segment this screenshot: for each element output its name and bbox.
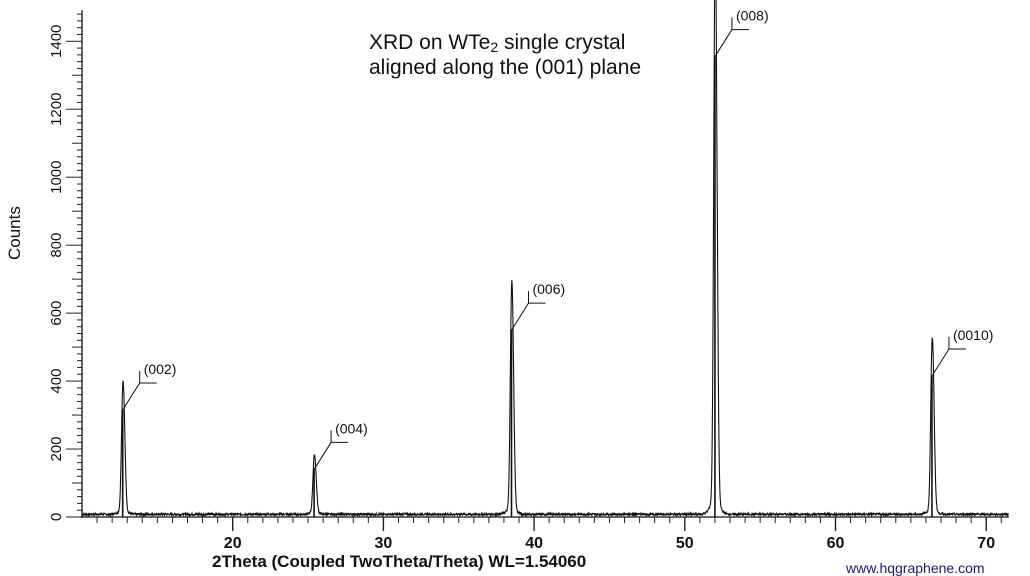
x-tick-label: 20 — [224, 535, 242, 552]
y-tick-label: 0 — [48, 513, 65, 521]
y-tick-label: 200 — [48, 437, 65, 462]
peak-leader-line — [313, 442, 332, 470]
peak-annotations: (002) (004) (006) (008) (0010) — [122, 8, 993, 470]
x-tick-label: 50 — [676, 535, 694, 552]
x-tick-label: 40 — [525, 535, 543, 552]
peak-leader-line — [122, 382, 141, 411]
x-tick-label: 70 — [977, 535, 995, 552]
y-tick-label: 1400 — [48, 25, 65, 58]
peak-label: (004) — [335, 420, 368, 436]
x-axis: 20 30 40 50 60 70 — [82, 516, 1009, 552]
y-axis-label: Counts — [5, 206, 24, 260]
watermark: www.hqgraphene.com — [846, 560, 985, 576]
y-tick-label: 800 — [48, 233, 65, 258]
peak-label: (008) — [736, 8, 769, 24]
peak-leader-line — [511, 302, 529, 331]
y-tick-label: 600 — [48, 301, 65, 326]
chart-title: XRD on WTe2 single crystal aligned along… — [369, 31, 642, 79]
peak-leader-line — [714, 29, 733, 57]
y-tick-label: 400 — [48, 369, 65, 394]
plot-area — [81, 0, 1009, 518]
x-tick-label: 30 — [375, 535, 393, 552]
peak-leader-line — [931, 348, 950, 377]
x-axis-label: 2Theta (Coupled TwoTheta/Theta) WL=1.540… — [212, 552, 587, 571]
y-tick-label: 1000 — [48, 161, 65, 194]
peak-label: (006) — [532, 281, 565, 297]
peak-label: (0010) — [953, 327, 993, 343]
xrd-trace — [81, 0, 1009, 518]
peak-label: (002) — [144, 361, 177, 377]
y-tick-label: 1200 — [48, 93, 65, 126]
x-tick-label: 60 — [827, 535, 845, 552]
y-axis: 0 200 400 600 800 1000 1200 1400 — [48, 10, 83, 521]
